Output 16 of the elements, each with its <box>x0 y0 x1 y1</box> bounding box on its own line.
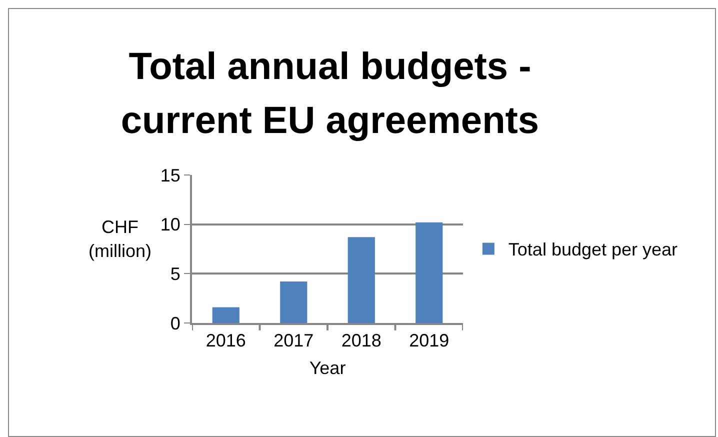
x-axis-title: Year <box>309 358 346 378</box>
y-tick-label: 0 <box>170 313 180 334</box>
bar <box>280 282 308 323</box>
y-tick-label: 15 <box>160 165 180 186</box>
x-tick-label: 2016 <box>206 330 246 351</box>
y-tick-label: 5 <box>170 264 180 284</box>
legend-label: Total budget per year <box>508 240 678 260</box>
y-axis-title: CHF (million) <box>88 217 152 261</box>
chart-title: Total annual budgets - current EU agreements <box>120 45 540 144</box>
bar <box>212 307 240 323</box>
x-tick-label: 2017 <box>274 330 314 351</box>
x-tick-label: 2018 <box>341 330 382 351</box>
bar <box>416 222 443 323</box>
bar <box>348 237 375 323</box>
y-tick-label: 10 <box>160 214 180 235</box>
x-tick-label: 2019 <box>409 330 450 351</box>
